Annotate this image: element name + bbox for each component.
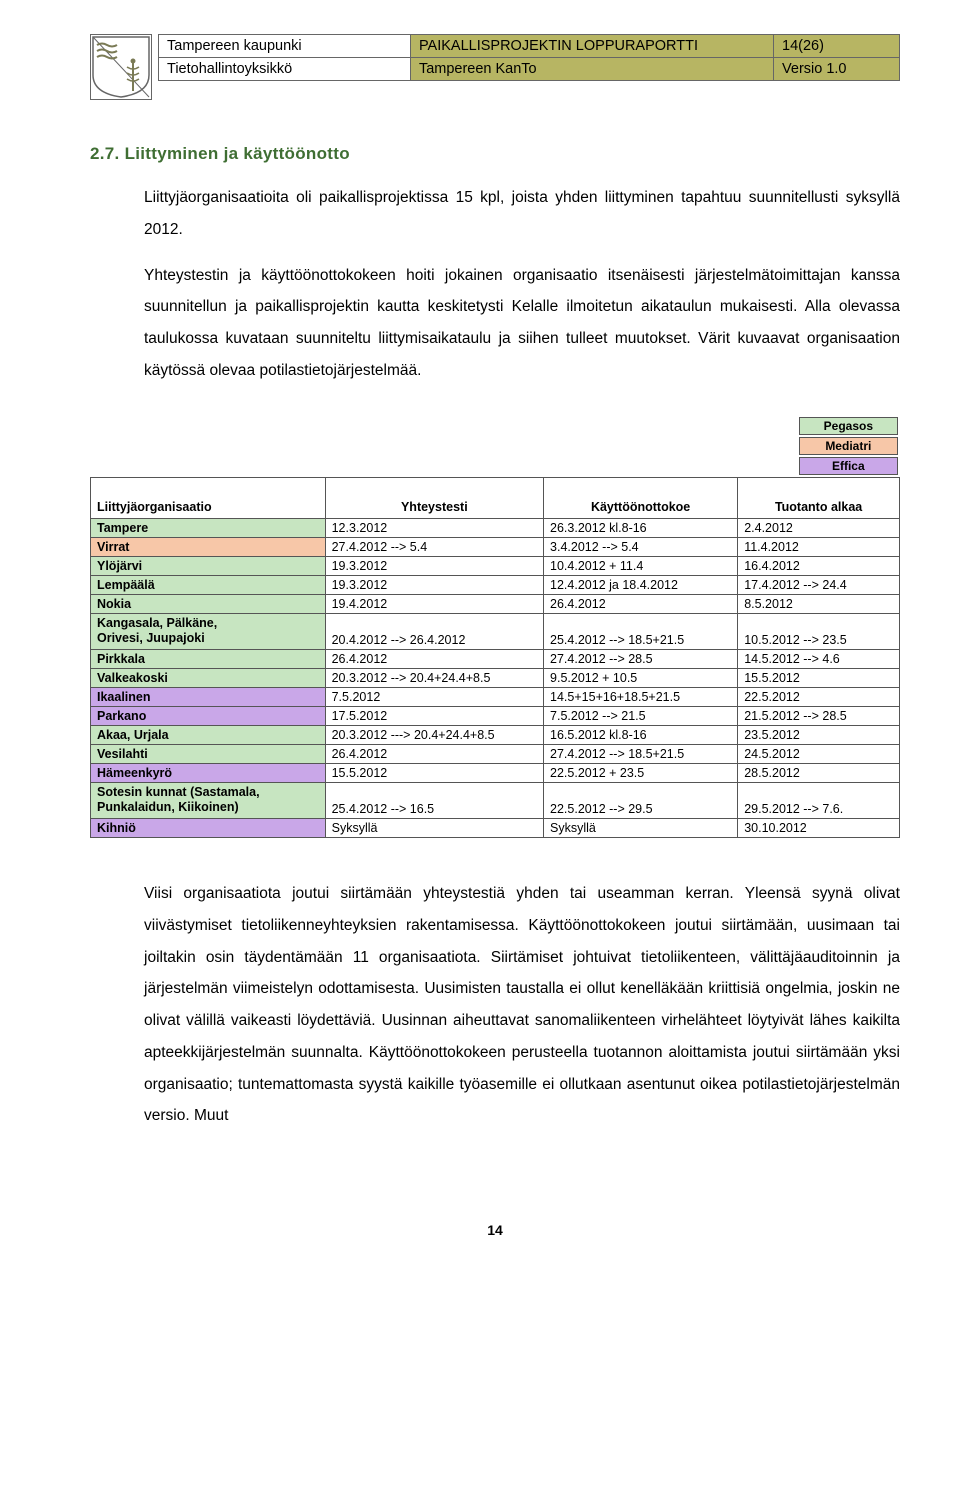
cell-c4: 14.5.2012 --> 4.6 [738,649,900,668]
cell-c2: 19.3.2012 [325,556,543,575]
legend-mediatri: Mediatri [799,437,898,455]
cell-c2: 15.5.2012 [325,763,543,782]
cell-c2: 26.4.2012 [325,649,543,668]
table-row: Virrat27.4.2012 --> 5.43.4.2012 --> 5.41… [91,537,900,556]
table-row: Ikaalinen7.5.201214.5+15+16+18.5+21.522.… [91,687,900,706]
cell-org: Valkeakoski [91,668,326,687]
table-row: Vesilahti26.4.201227.4.2012 --> 18.5+21.… [91,744,900,763]
cell-c3: 10.4.2012 + 11.4 [544,556,738,575]
cell-c4: 22.5.2012 [738,687,900,706]
cell-c2: 26.4.2012 [325,744,543,763]
cell-c4: 15.5.2012 [738,668,900,687]
paragraph-2: Yhteystestin ja käyttöönottokokeen hoiti… [144,260,900,387]
cell-org: Tampere [91,518,326,537]
cell-c2: 17.5.2012 [325,706,543,725]
cell-c3: 7.5.2012 --> 21.5 [544,706,738,725]
cell-c4: 2.4.2012 [738,518,900,537]
table-row: Hämeenkyrö15.5.201222.5.2012 + 23.528.5.… [91,763,900,782]
table-row: Lempäälä19.3.201212.4.2012 ja 18.4.20121… [91,575,900,594]
cell-c2: 19.4.2012 [325,594,543,613]
cell-c4: 8.5.2012 [738,594,900,613]
table-row: Pirkkala26.4.201227.4.2012 --> 28.514.5.… [91,649,900,668]
cell-org: Kihniö [91,819,326,838]
cell-org: Ikaalinen [91,687,326,706]
table-header-row: Liittyjäorganisaatio Yhteystesti Käyttöö… [91,477,900,518]
table-row: Ylöjärvi19.3.201210.4.2012 + 11.416.4.20… [91,556,900,575]
cell-c3: Syksyllä [544,819,738,838]
table-row: Akaa, Urjala20.3.2012 ---> 20.4+24.4+8.5… [91,725,900,744]
legend-pegasos: Pegasos [799,417,898,435]
cell-org: Akaa, Urjala [91,725,326,744]
table-row: Nokia19.4.201226.4.20128.5.2012 [91,594,900,613]
hdr-title: PAIKALLISPROJEKTIN LOPPURAPORTTI [410,35,773,58]
cell-org: Parkano [91,706,326,725]
cell-c3: 27.4.2012 --> 28.5 [544,649,738,668]
cell-c2: 12.3.2012 [325,518,543,537]
color-legend: Pegasos Mediatri Effica [797,415,900,477]
cell-c3: 22.5.2012 + 23.5 [544,763,738,782]
city-crest-logo [90,34,152,100]
table-row: Kangasala, Pälkäne,Orivesi, Juupajoki20.… [91,613,900,649]
cell-c4: 24.5.2012 [738,744,900,763]
cell-c2: 25.4.2012 --> 16.5 [325,782,543,818]
hdr-org: Tampereen kaupunki [159,35,411,58]
section-title: 2.7. Liittyminen ja käyttöönotto [90,144,900,164]
cell-c3: 26.4.2012 [544,594,738,613]
cell-c2: 7.5.2012 [325,687,543,706]
col-prod: Tuotanto alkaa [738,477,900,518]
table-row: KihniöSyksylläSyksyllä30.10.2012 [91,819,900,838]
cell-org: Nokia [91,594,326,613]
cell-c3: 16.5.2012 kl.8-16 [544,725,738,744]
cell-org: Virrat [91,537,326,556]
paragraph-3: Viisi organisaatiota joutui siirtämään y… [144,878,900,1132]
cell-c4: 29.5.2012 --> 7.6. [738,782,900,818]
cell-c3: 3.4.2012 --> 5.4 [544,537,738,556]
cell-c3: 12.4.2012 ja 18.4.2012 [544,575,738,594]
cell-c4: 17.4.2012 --> 24.4 [738,575,900,594]
cell-org: Lempäälä [91,575,326,594]
cell-c3: 25.4.2012 --> 18.5+21.5 [544,613,738,649]
cell-org: Kangasala, Pälkäne,Orivesi, Juupajoki [91,613,326,649]
cell-org: Pirkkala [91,649,326,668]
cell-c4: 23.5.2012 [738,725,900,744]
cell-org: Hämeenkyrö [91,763,326,782]
cell-c4: 21.5.2012 --> 28.5 [738,706,900,725]
page-number: 14 [90,1222,900,1238]
cell-c2: 20.3.2012 --> 20.4+24.4+8.5 [325,668,543,687]
cell-c2: 19.3.2012 [325,575,543,594]
cell-c2: 27.4.2012 --> 5.4 [325,537,543,556]
cell-c4: 16.4.2012 [738,556,900,575]
cell-c2: 20.3.2012 ---> 20.4+24.4+8.5 [325,725,543,744]
cell-c3: 9.5.2012 + 10.5 [544,668,738,687]
document-header: Tampereen kaupunki PAIKALLISPROJEKTIN LO… [90,34,900,100]
cell-org: Vesilahti [91,744,326,763]
cell-org: Sotesin kunnat (Sastamala,Punkalaidun, K… [91,782,326,818]
legend-effica: Effica [799,457,898,475]
col-test: Yhteystesti [325,477,543,518]
header-table: Tampereen kaupunki PAIKALLISPROJEKTIN LO… [158,34,900,81]
table-row: Sotesin kunnat (Sastamala,Punkalaidun, K… [91,782,900,818]
cell-c3: 26.3.2012 kl.8-16 [544,518,738,537]
hdr-version: Versio 1.0 [774,58,900,81]
paragraph-1: Liittyjäorganisaatioita oli paikallispro… [144,182,900,246]
hdr-unit: Tietohallintoyksikkö [159,58,411,81]
col-deploy: Käyttöönottokoe [544,477,738,518]
table-row: Parkano17.5.20127.5.2012 --> 21.521.5.20… [91,706,900,725]
col-org: Liittyjäorganisaatio [91,477,326,518]
cell-c3: 22.5.2012 --> 29.5 [544,782,738,818]
hdr-subtitle: Tampereen KanTo [410,58,773,81]
cell-c4: 11.4.2012 [738,537,900,556]
cell-c3: 14.5+15+16+18.5+21.5 [544,687,738,706]
table-row: Valkeakoski20.3.2012 --> 20.4+24.4+8.59.… [91,668,900,687]
cell-c4: 28.5.2012 [738,763,900,782]
cell-c3: 27.4.2012 --> 18.5+21.5 [544,744,738,763]
cell-org: Ylöjärvi [91,556,326,575]
cell-c2: Syksyllä [325,819,543,838]
cell-c2: 20.4.2012 --> 26.4.2012 [325,613,543,649]
hdr-pagenum: 14(26) [774,35,900,58]
schedule-table: Liittyjäorganisaatio Yhteystesti Käyttöö… [90,477,900,839]
table-row: Tampere12.3.201226.3.2012 kl.8-162.4.201… [91,518,900,537]
cell-c4: 30.10.2012 [738,819,900,838]
cell-c4: 10.5.2012 --> 23.5 [738,613,900,649]
